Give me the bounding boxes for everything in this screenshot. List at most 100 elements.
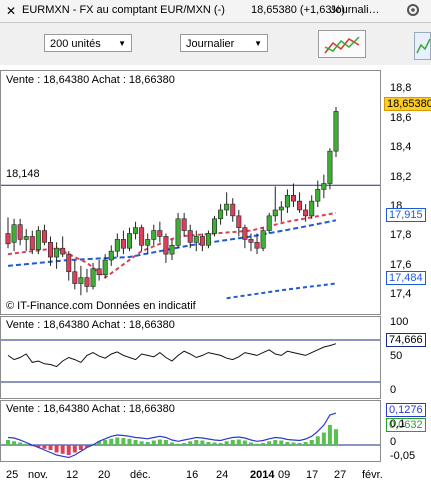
candle-body [23,236,29,240]
oscillator-line [7,343,337,368]
osc-tick-0: 0 [390,384,397,396]
candle-body [163,236,169,255]
macd-histogram-bar [18,442,23,445]
macd-histogram-bar [151,440,156,445]
candle-body [181,218,187,231]
macd-histogram-bar [127,438,132,445]
x-tick-label: nov. [28,469,48,481]
oscillator-badge: 74,666 [386,333,426,347]
macd-histogram-bar [66,445,71,455]
close-icon[interactable]: ✕ [6,4,17,18]
candle-body [236,215,242,228]
macd-histogram-bar [163,440,168,445]
candle-body [333,111,339,152]
macd-histogram-bar [334,429,338,445]
x-tick-label: déc. [130,469,151,481]
units-select-label: 200 unités [50,38,101,50]
x-tick-label: 16 [186,469,199,481]
candle-body [266,215,272,231]
gear-icon[interactable] [402,2,424,18]
candle-body [54,247,60,258]
price-tick-label: 18,6 [390,111,412,124]
candle-body [193,236,199,243]
macd-histogram-bar [230,440,235,445]
candle-body [175,218,181,246]
candle-body [11,224,17,243]
candle-body [5,233,11,245]
price-tick-label: 18,8 [390,82,412,95]
candle-body [126,233,132,249]
price-tick-label: 17,8 [390,229,412,242]
macd-histogram-bar [176,443,181,445]
macd-histogram-bar [285,442,290,445]
macd-histogram-bar [267,441,272,445]
candle-body [284,194,290,208]
window-title: Journali… [330,4,380,16]
macd-histogram-bar [291,442,296,445]
macd-histogram-bar [145,442,150,445]
macd-histogram-bar [24,443,29,445]
candle-body [297,200,303,211]
instrument-title: EURMXN - FX au comptant EUR/MXN (-) [22,4,225,16]
chart-type-button[interactable] [318,30,366,58]
macd-histogram-bar [6,440,10,445]
candle-body [242,227,248,240]
candle-body [78,277,84,284]
macd-histogram-bar [200,440,205,445]
candle-body [212,218,218,234]
macd-histogram-bar [121,438,126,445]
candle-body [278,206,284,211]
candle-body [199,236,205,246]
candle-body [151,230,157,240]
x-tick-label: 2014 [250,469,275,481]
period-select[interactable]: Journalier ▼ [180,34,268,52]
candle-body [218,209,224,220]
indicator-icon [416,38,431,54]
macd-histogram-bar [206,442,211,445]
macd-histogram-bar [303,442,308,445]
price-tick-label: 18,4 [390,141,412,154]
price-badge: 18,65380 [384,97,431,111]
macd-badge-2: 0,0632 [386,418,426,432]
candle-body [145,239,151,246]
x-tick-label: 24 [216,469,229,481]
oscillator-panel[interactable] [0,316,381,399]
macd-line [7,412,337,459]
macd-histogram-bar [279,440,284,445]
candle-body [29,236,35,250]
macd-histogram-bar [84,445,89,448]
chart-type-icon [324,36,360,54]
chevron-down-icon: ▼ [254,39,262,48]
macd-histogram-bar [48,445,53,450]
candle-body [290,194,296,202]
x-tick-label: 27 [334,469,347,481]
macd-histogram-bar [212,442,217,445]
units-select[interactable]: 200 unités ▼ [44,34,132,52]
candle-body [230,203,236,217]
chevron-down-icon: ▼ [118,39,126,48]
macd-histogram-bar [321,432,326,445]
macd-histogram-bar [115,437,120,445]
macd-histogram-bar [54,445,59,453]
ma-badge-1: 17,915 [386,208,426,222]
hline-label: 18,148 [6,168,40,180]
candle-body [260,230,266,249]
macd-tick-neg: -0,05 [390,450,416,462]
candle-body [224,203,230,211]
candle-body [205,233,211,246]
macd-histogram-bar [42,445,47,449]
candle-body [157,230,163,237]
candle-body [84,277,90,287]
macd-histogram-bar [255,443,260,445]
ma-badge-2: 17,484 [386,271,426,285]
candle-body [327,150,333,184]
macd-tick-0: 0 [390,436,397,448]
x-tick-label: févr. [362,469,383,481]
candle-body [96,268,102,275]
side-panel-button[interactable] [414,32,431,60]
candle-body [35,230,41,250]
price-tick-label: 18,2 [390,170,412,183]
macd-histogram-bar [60,445,65,454]
attribution: © IT-Finance.com Données en indicatif [6,300,196,312]
candle-body [309,200,315,217]
